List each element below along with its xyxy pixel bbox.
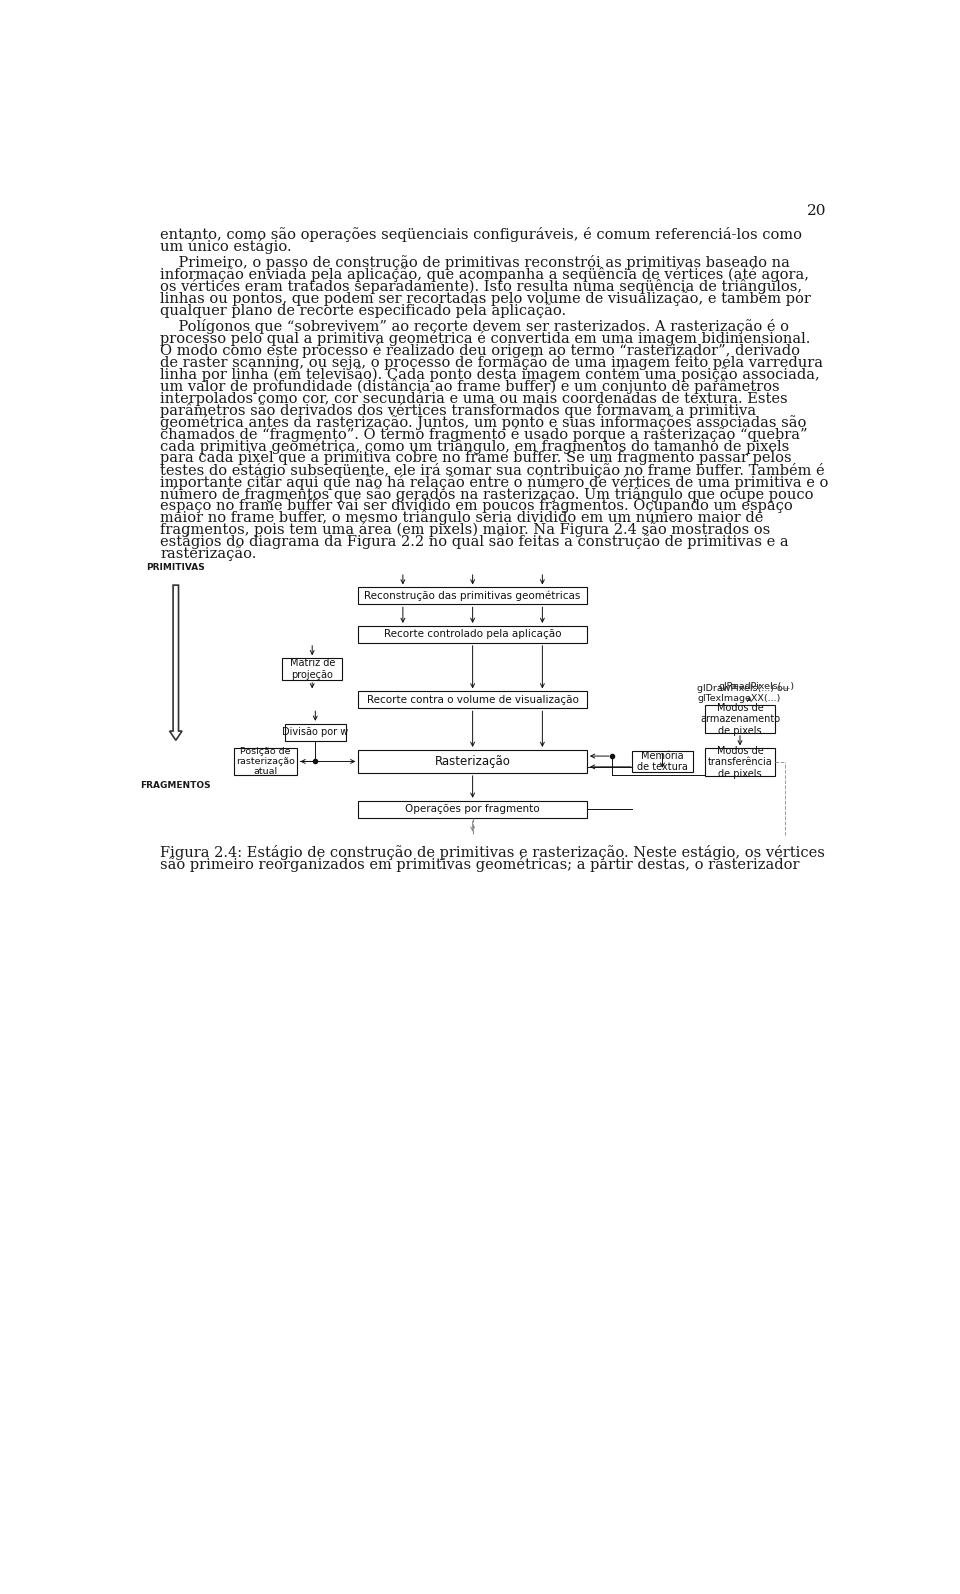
Text: PRIMITIVAS: PRIMITIVAS: [147, 563, 205, 572]
Text: estágios do diagrama da Figura 2.2 no qual são feitas a construção de primitivas: estágios do diagrama da Figura 2.2 no qu…: [160, 534, 789, 550]
Text: entanto, como são operações seqüenciais configuráveis, é comum referenciá-los co: entanto, como são operações seqüenciais …: [160, 226, 803, 242]
FancyBboxPatch shape: [706, 705, 775, 733]
Text: maior no frame buffer, o mesmo triângulo seria dividido em um número maior de: maior no frame buffer, o mesmo triângulo…: [160, 510, 763, 526]
Text: Rasterização: Rasterização: [435, 756, 511, 768]
FancyBboxPatch shape: [282, 658, 343, 681]
Text: rasterização.: rasterização.: [160, 547, 256, 561]
Text: Modos de
armazenamento
de pixels: Modos de armazenamento de pixels: [700, 703, 780, 736]
Text: um único estágio.: um único estágio.: [160, 239, 292, 253]
Text: testes do estágio subseqüente, ele irá somar sua contribuição no frame buffer. T: testes do estágio subseqüente, ele irá s…: [160, 462, 825, 478]
Text: geométrica antes da rasterização. Juntos, um ponto e suas informações associadas: geométrica antes da rasterização. Juntos…: [160, 414, 806, 430]
FancyBboxPatch shape: [358, 588, 587, 604]
Text: Divisão por w: Divisão por w: [282, 727, 348, 736]
FancyBboxPatch shape: [358, 749, 587, 773]
Text: informação enviada pela aplicação, que acompanha a seqüência de vértices (até ag: informação enviada pela aplicação, que a…: [160, 268, 809, 282]
Text: espaço no frame buffer vai ser dividido em poucos fragmentos. Ocupando um espaço: espaço no frame buffer vai ser dividido …: [160, 499, 793, 513]
Text: um valor de profundidade (distância ao frame buffer) e um conjunto de parâmetros: um valor de profundidade (distância ao f…: [160, 379, 780, 394]
Text: Figura 2.4: Estágio de construção de primitivas e rasterização. Neste estágio, o: Figura 2.4: Estágio de construção de pri…: [160, 845, 826, 861]
FancyBboxPatch shape: [285, 724, 346, 741]
Text: importante citar aqui que não há relação entre o número de vértices de uma primi: importante citar aqui que não há relação…: [160, 475, 828, 489]
FancyArrow shape: [170, 585, 182, 740]
Text: linha por linha (em televisão). Cada ponto desta imagem contém uma posição assoc: linha por linha (em televisão). Cada pon…: [160, 367, 820, 383]
Text: fragmentos, pois tem uma área (em pixels) maior. Na Figura 2.4 são mostrados os: fragmentos, pois tem uma área (em pixels…: [160, 523, 771, 537]
Text: Recorte contra o volume de visualização: Recorte contra o volume de visualização: [367, 695, 579, 705]
Text: para cada pixel que a primitiva cobre no frame buffer. Se um fragmento passar pe: para cada pixel que a primitiva cobre no…: [160, 451, 792, 465]
Text: chamados de “fragmento”. O termo fragmento é usado porque a rasterização “quebra: chamados de “fragmento”. O termo fragmen…: [160, 427, 807, 442]
Text: Polígonos que “sobrevivem” ao recorte devem ser rasterizados. A rasterização é o: Polígonos que “sobrevivem” ao recorte de…: [160, 319, 789, 335]
FancyBboxPatch shape: [234, 748, 298, 775]
Text: os vértices eram tratados separadamente). Isto resulta numa seqüência de triângu: os vértices eram tratados separadamente)…: [160, 279, 803, 293]
Text: processo pelo qual a primitiva geométrica é convertida em uma imagem bidimension: processo pelo qual a primitiva geométric…: [160, 332, 810, 346]
Text: O modo como este processo é realizado deu origem ao termo “rasterizador”, deriva: O modo como este processo é realizado de…: [160, 343, 801, 359]
Text: número de fragmentos que são gerados na rasterização. Um triângulo que ocupe pou: número de fragmentos que são gerados na …: [160, 486, 814, 502]
Text: Primeiro, o passo de construção de primitivas reconstrói as primitivas baseado n: Primeiro, o passo de construção de primi…: [160, 255, 790, 271]
Text: linhas ou pontos, que podem ser recortadas pelo volume de visualização, e também: linhas ou pontos, que podem ser recortad…: [160, 292, 811, 306]
Text: de raster scanning, ou seja, o processo de formação de uma imagem feito pela var: de raster scanning, ou seja, o processo …: [160, 355, 824, 370]
Text: glReadPixels(...): glReadPixels(...): [718, 682, 795, 692]
Text: interpolados como cor, cor secundária e uma ou mais coordenadas de textura. Este: interpolados como cor, cor secundária e …: [160, 391, 788, 406]
Text: são primeiro reorganizados em primitivas geométricas; a partir destas, o rasteri: são primeiro reorganizados em primitivas…: [160, 858, 800, 872]
Text: FRAGMENTOS: FRAGMENTOS: [140, 781, 211, 791]
Text: qualquer plano de recorte especificado pela aplicação.: qualquer plano de recorte especificado p…: [160, 303, 566, 317]
Text: cada primitiva geométrica, como um triângulo, em fragmentos do tamanho de pixels: cada primitiva geométrica, como um triân…: [160, 438, 789, 454]
Text: Recorte controlado pela aplicação: Recorte controlado pela aplicação: [384, 630, 562, 639]
Text: Operações por fragmento: Operações por fragmento: [405, 805, 540, 815]
Text: 20: 20: [807, 204, 827, 218]
FancyBboxPatch shape: [706, 748, 775, 776]
Text: Posição de
rasterização
atual: Posição de rasterização atual: [236, 746, 295, 776]
FancyBboxPatch shape: [358, 692, 587, 708]
Text: Reconstrução das primitivas geométricas: Reconstrução das primitivas geométricas: [365, 591, 581, 601]
Text: Modos de
transferência
de pixels: Modos de transferência de pixels: [708, 746, 773, 779]
FancyBboxPatch shape: [633, 751, 693, 771]
FancyBboxPatch shape: [358, 626, 587, 642]
Text: parâmetros são derivados dos vértices transformados que formavam a primitiva: parâmetros são derivados dos vértices tr…: [160, 403, 756, 418]
Text: Matriz de
projeção: Matriz de projeção: [290, 658, 335, 681]
FancyBboxPatch shape: [358, 800, 587, 818]
Text: glDrawPixels(...) ou
glTexImageXX(...): glDrawPixels(...) ou glTexImageXX(...): [697, 684, 789, 703]
Text: Memória
de textura: Memória de textura: [637, 751, 688, 771]
